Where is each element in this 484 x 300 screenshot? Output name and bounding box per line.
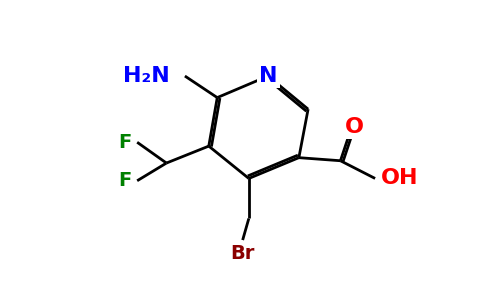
Text: F: F <box>118 133 131 152</box>
Text: Br: Br <box>230 244 255 263</box>
Text: H₂N: H₂N <box>123 66 169 86</box>
Text: O: O <box>345 117 364 137</box>
Text: F: F <box>118 171 131 190</box>
Text: N: N <box>259 66 277 86</box>
Text: OH: OH <box>381 169 419 188</box>
